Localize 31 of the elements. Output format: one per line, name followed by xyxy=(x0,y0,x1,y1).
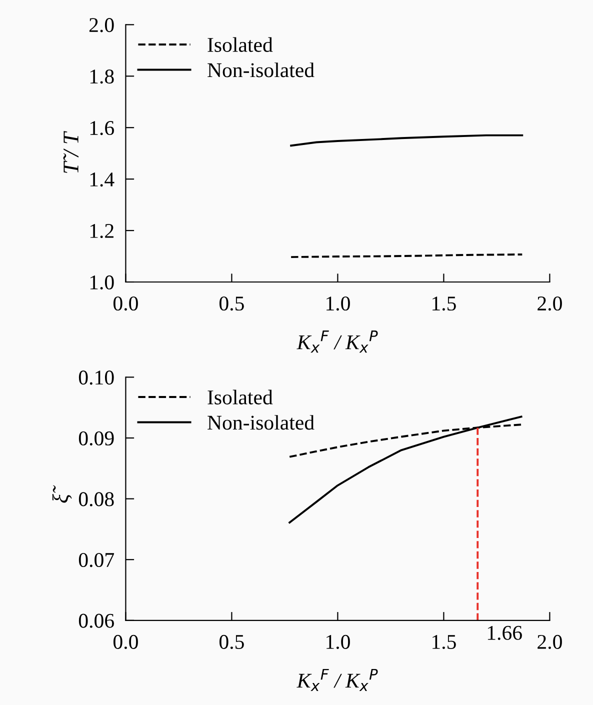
x-tick-label: 1.0 xyxy=(326,634,350,650)
y-tick-label: 2.0 xyxy=(89,18,114,32)
x-tick-label: 1.5 xyxy=(432,634,456,650)
x-tick-label: 0.0 xyxy=(113,296,138,311)
x-tick-label: 2.0 xyxy=(538,296,562,311)
y-tick-label: 1.6 xyxy=(90,121,114,136)
y-tick-label: 0.09 xyxy=(78,431,114,446)
x-tick-label: 0.5 xyxy=(219,296,244,311)
y-tick-label: 0.08 xyxy=(78,492,114,506)
y-axis-title: T̃ / T xyxy=(63,131,78,173)
x-tick-label: 1.0 xyxy=(326,296,350,311)
legend-label: Non-isolated xyxy=(208,62,314,78)
y-tick-label: 0.06 xyxy=(78,614,114,628)
legend-label: Isolated xyxy=(208,37,273,52)
x-tick-label: 0.0 xyxy=(113,634,138,650)
x-axis-title: K$_{x}$$^{F}$ / K$_{x}$$^{P}$ xyxy=(296,668,378,691)
y-tick-label: 0.07 xyxy=(78,552,114,568)
y-tick-label: 1.4 xyxy=(90,172,114,187)
line-series xyxy=(290,134,524,147)
legend-label: Non-isolated xyxy=(208,415,314,430)
x-axis-title: K$_{x}$$^{F}$ / K$_{x}$$^{P}$ xyxy=(296,330,378,353)
x-tick-label: 2.0 xyxy=(538,634,562,650)
legend-label: Isolated xyxy=(208,390,273,404)
y-tick-label: 1.0 xyxy=(90,275,114,290)
y-tick-label: 0.10 xyxy=(78,370,114,385)
y-tick-label: 1.8 xyxy=(90,70,114,84)
x-tick-label: 1.5 xyxy=(432,296,456,311)
ref-line-label: 1.66 xyxy=(488,626,522,640)
x-tick-label: 0.5 xyxy=(219,634,244,650)
y-tick-label: 1.2 xyxy=(90,224,114,238)
y-axis-title: ξ̃ xyxy=(52,485,72,503)
